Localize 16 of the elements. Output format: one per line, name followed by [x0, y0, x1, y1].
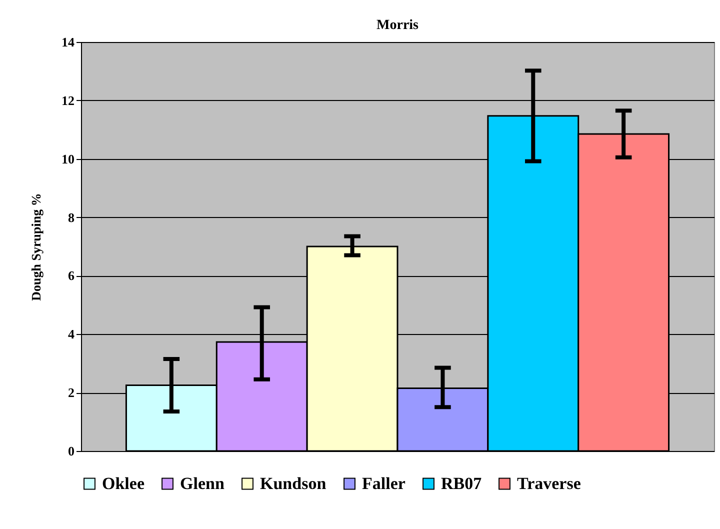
legend-label: Kundson: [260, 474, 327, 493]
y-tick-label: 14: [62, 34, 75, 50]
y-tick-label: 4: [68, 326, 75, 342]
y-axis-title: Dough Syruping %: [28, 193, 44, 301]
y-tick-label: 0: [68, 444, 74, 458]
y-tick-label: 8: [68, 210, 75, 225]
legend-label: Glenn: [180, 474, 225, 493]
legend-label: RB07: [441, 474, 482, 493]
y-tick-label: 10: [62, 151, 74, 166]
chart-title: Morris: [376, 18, 420, 33]
legend-label: Oklee: [102, 474, 145, 493]
y-tick-label: 12: [62, 92, 74, 108]
y-tick-label: 2: [68, 385, 74, 400]
y-tick-label: 6: [68, 268, 75, 284]
legend-label: Traverse: [517, 474, 582, 493]
legend-label: Faller: [362, 474, 406, 493]
